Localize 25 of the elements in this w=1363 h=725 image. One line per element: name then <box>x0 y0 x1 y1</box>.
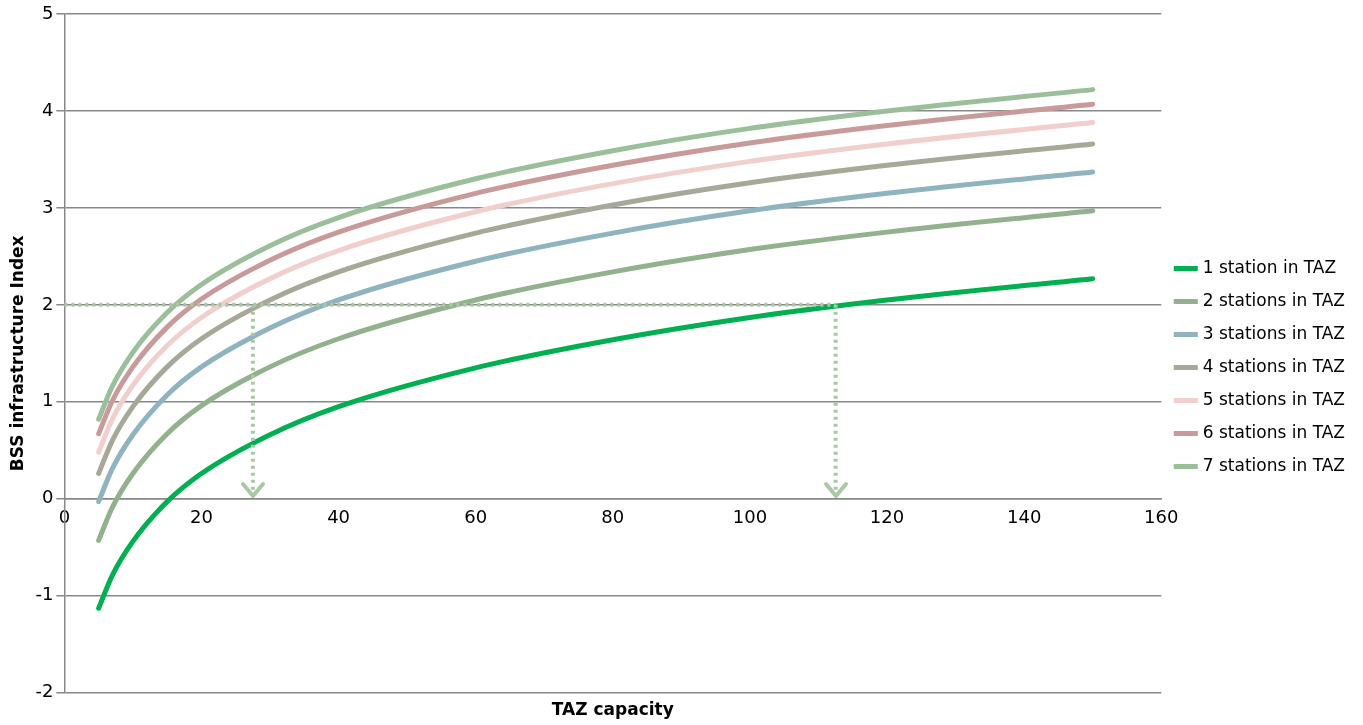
x-tick-label: 80 <box>601 506 625 528</box>
y-tick-label: 2 <box>41 292 54 314</box>
y-tick-label: 1 <box>41 389 54 411</box>
x-tick-label: 40 <box>327 506 351 528</box>
y-tick-label: 5 <box>41 1 54 23</box>
x-axis-title: TAZ capacity <box>551 699 674 720</box>
x-tick-label: 120 <box>869 506 905 528</box>
x-tick-label: 140 <box>1006 506 1042 528</box>
y-tick-label: 4 <box>41 98 54 120</box>
x-tick-label: 160 <box>1144 506 1179 528</box>
legend-label: 4 stations in TAZ <box>1202 355 1346 376</box>
y-tick-label: -2 <box>35 680 54 702</box>
legend-label: 7 stations in TAZ <box>1202 454 1346 475</box>
x-tick-label: 60 <box>464 506 488 528</box>
legend-label: 1 station in TAZ <box>1202 256 1337 277</box>
legend-label: 2 stations in TAZ <box>1202 289 1346 310</box>
y-tick-label: 0 <box>41 486 54 508</box>
x-tick-label: 100 <box>732 506 768 528</box>
y-tick-label: 3 <box>41 195 54 217</box>
y-axis-title: BSS infrastructure Index <box>6 235 27 472</box>
x-tick-label: 20 <box>190 506 213 528</box>
legend-label: 5 stations in TAZ <box>1202 388 1346 409</box>
legend-label: 6 stations in TAZ <box>1202 421 1346 442</box>
y-tick-label: -1 <box>35 583 54 605</box>
legend-label: 3 stations in TAZ <box>1202 322 1346 343</box>
